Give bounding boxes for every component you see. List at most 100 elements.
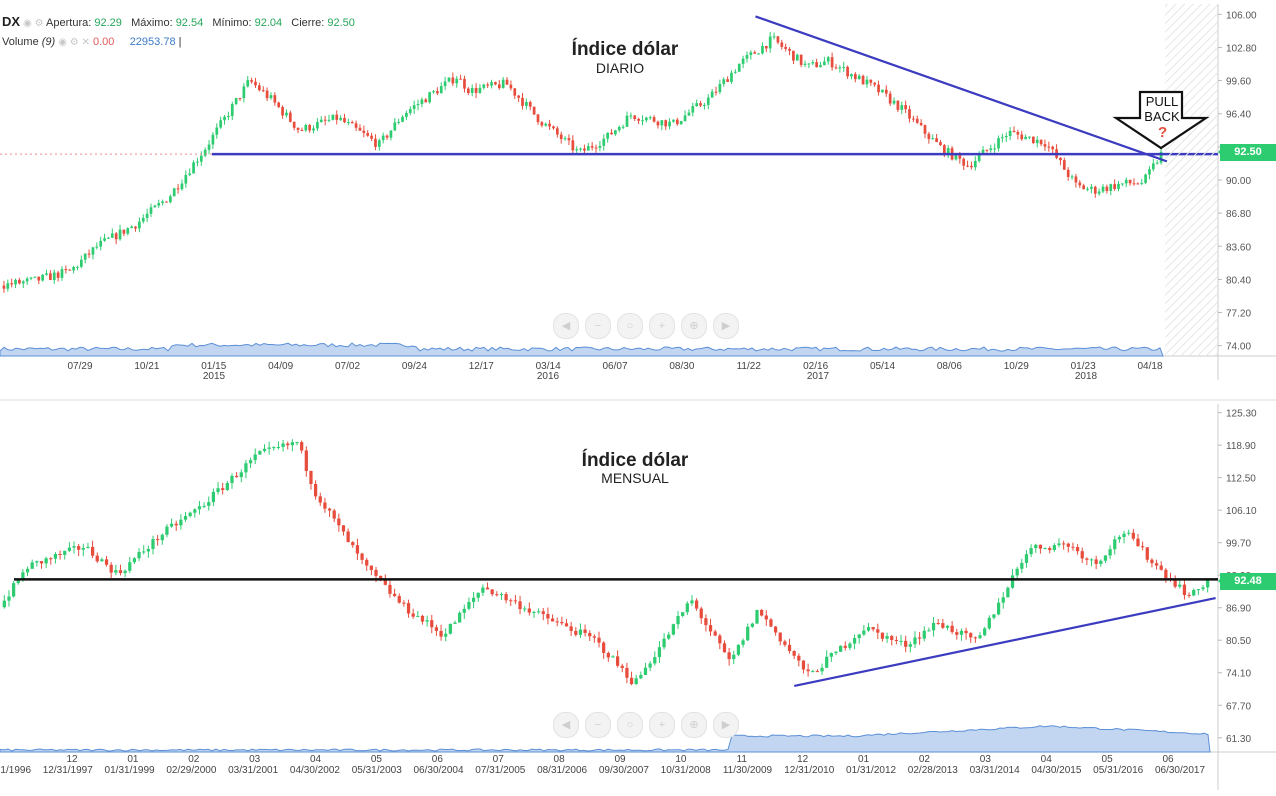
monthly-candle (927, 630, 931, 632)
daily-candle (408, 109, 412, 114)
monthly-candle (272, 447, 276, 449)
monthly-candle (1173, 579, 1177, 587)
monthly-x-tick-label: 03/31/2014 (970, 765, 1020, 776)
high-label: Máximo: (131, 17, 173, 29)
monthly-candle (495, 594, 499, 596)
visibility-icon[interactable]: ◉ ⚙ (23, 18, 44, 29)
daily-candle (873, 82, 877, 85)
daily-candle (722, 79, 726, 84)
daily-candle (877, 84, 880, 93)
daily-candle (981, 149, 985, 155)
zoom-out-icon[interactable]: − (585, 313, 611, 339)
daily-candle (532, 106, 536, 115)
daily-candle (87, 253, 91, 255)
monthly-candle (1131, 532, 1135, 539)
daily-candle (347, 122, 350, 124)
monthly-x-month-label: 05 (371, 754, 383, 765)
zoom-in-icon[interactable]: + (649, 313, 675, 339)
daily-candle (544, 123, 548, 126)
monthly-candle (1094, 559, 1098, 564)
monthly-candle (732, 654, 736, 660)
monthly-candle (53, 554, 58, 559)
daily-candle (1097, 191, 1101, 194)
fit-icon[interactable]: ⊕ (681, 712, 707, 738)
monthly-candle (118, 570, 123, 574)
daily-candle (548, 123, 551, 127)
monthly-candle (235, 475, 239, 478)
scroll-right-icon[interactable]: ▶ (713, 313, 739, 339)
scroll-left-icon[interactable]: ◀ (553, 712, 579, 738)
monthly-candle (216, 488, 220, 492)
monthly-candle (569, 626, 573, 631)
daily-candle (103, 238, 106, 241)
monthly-candle (300, 442, 304, 451)
monthly-candle (1052, 545, 1056, 551)
monthly-candle (755, 610, 759, 624)
daily-candle (757, 53, 760, 55)
monthly-candle (592, 636, 597, 638)
daily-candle (393, 122, 397, 131)
monthly-candle (448, 623, 452, 634)
monthly-candle (760, 610, 764, 616)
daily-candle (695, 103, 699, 107)
scroll-left-icon[interactable]: ◀ (553, 313, 579, 339)
monthly-candle (67, 547, 71, 551)
monthly-candle (913, 637, 917, 645)
monthly-candle (11, 583, 16, 597)
monthly-candle (1201, 587, 1205, 590)
daily-candle (486, 84, 490, 86)
zoom-out-icon[interactable]: − (585, 712, 611, 738)
monthly-candle (225, 483, 229, 491)
daily-y-tick-label: 106.00 (1226, 10, 1257, 21)
daily-candle (1078, 182, 1082, 186)
zoom-reset-icon[interactable]: ○ (617, 313, 643, 339)
monthly-x-tick-label: 01/31/1999 (105, 765, 155, 776)
monthly-candle (523, 608, 527, 610)
daily-candle (354, 123, 358, 128)
monthly-y-tick-label: 99.70 (1226, 539, 1251, 550)
daily-candle (536, 114, 540, 123)
zoom-in-icon[interactable]: + (649, 712, 675, 738)
daily-candle (1043, 144, 1047, 147)
daily-candle (343, 117, 346, 123)
monthly-candle (193, 509, 197, 513)
daily-candle (954, 153, 958, 160)
daily-candle (714, 91, 718, 93)
scroll-right-icon[interactable]: ▶ (713, 712, 739, 738)
volume-settings-icon[interactable]: ◉ ⚙ ✕ (58, 37, 90, 48)
monthly-candle (244, 463, 248, 473)
monthly-candle (978, 635, 982, 639)
monthly-candle (983, 628, 987, 636)
daily-candle (6, 283, 10, 289)
daily-candle (842, 66, 846, 68)
daily-candle (764, 45, 768, 49)
monthly-candle (941, 623, 945, 628)
monthly-candle (462, 608, 466, 613)
daily-candle (72, 267, 75, 271)
daily-candle (521, 97, 524, 106)
daily-candle (958, 153, 962, 159)
monthly-candle (44, 558, 48, 564)
daily-candle (385, 135, 389, 138)
daily-candle (819, 65, 822, 68)
monthly-candle (1038, 544, 1043, 549)
daily-candle (416, 103, 420, 106)
daily-candle (900, 105, 904, 110)
fit-icon[interactable]: ⊕ (681, 313, 707, 339)
daily-x-tick-label: 06/07 (602, 361, 627, 372)
monthly-candle (25, 568, 30, 573)
monthly-candle (16, 580, 20, 584)
monthly-candle (248, 460, 253, 464)
zoom-reset-icon[interactable]: ○ (617, 712, 643, 738)
volume-label: Volume (2, 36, 39, 48)
daily-x-tick-label: 11/22 (737, 361, 762, 372)
monthly-x-month-label: 08 (554, 754, 566, 765)
pullback-label: PULL BACK (1137, 94, 1187, 124)
bottom-chart-title: Índice dólar (581, 450, 689, 471)
monthly-candle (374, 569, 378, 576)
monthly-candle (922, 630, 926, 639)
monthly-x-tick-label: 04/30/2002 (290, 765, 340, 776)
monthly-candle (104, 559, 109, 565)
monthly-candle (35, 561, 39, 563)
daily-x-tick-label: 03/14 (536, 361, 561, 372)
